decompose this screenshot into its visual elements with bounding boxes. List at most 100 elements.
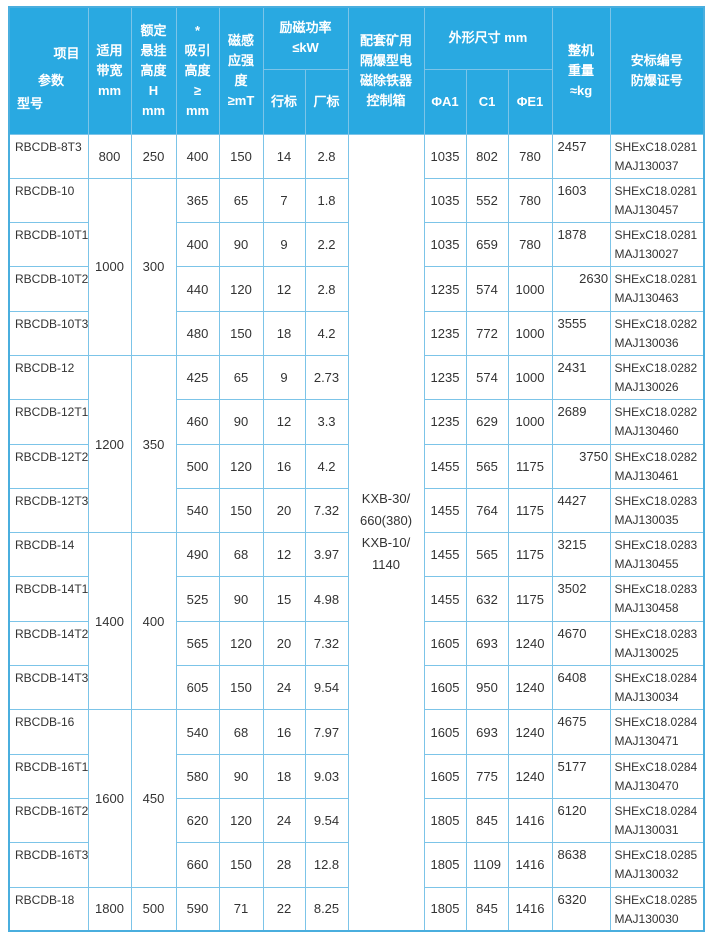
cell-power-factory: 4.98 [304, 576, 349, 622]
cell-dim-c1: 950 [465, 665, 509, 711]
cell-cert: SHExC18.0284 MAJ130470 [609, 753, 705, 799]
cell-model: RBCDB-14T3 [8, 665, 89, 711]
cell-dim-c1: 693 [465, 620, 509, 667]
cell-cert: SHExC18.0283 MAJ130035 [609, 487, 705, 534]
cell-magnetic-induction: 150 [218, 133, 264, 179]
spec-table-wrapper: 项目 参数 型号 适用 带宽 mm 额定 悬挂 高度 H mm * 吸引 高度 … [8, 6, 706, 933]
cell-bandwidth: 1800 [87, 886, 132, 932]
cell-cert: SHExC18.0284 MAJ130031 [609, 797, 705, 844]
cell-weight: 3215 [551, 532, 611, 578]
cell-cert: SHExC18.0283 MAJ130025 [609, 620, 705, 667]
header-weight: 整机 重量 ≈kg [551, 6, 611, 135]
cell-attract-height: 365 [175, 177, 220, 224]
cell-weight: 3502 [551, 576, 611, 622]
cell-magnetic-induction: 90 [218, 222, 264, 268]
header-power-group: 励磁功率 ≤kW [262, 6, 349, 70]
cell-weight: 2630 [551, 266, 611, 312]
cell-magnetic-induction: 65 [218, 354, 264, 401]
header-row-1: 项目 参数 型号 适用 带宽 mm 额定 悬挂 高度 H mm * 吸引 高度 … [8, 6, 705, 135]
cell-weight: 4670 [551, 620, 611, 667]
cell-power-factory: 9.54 [304, 665, 349, 711]
table-row: RBCDB-16T1 580 90 18 9.03 1605 775 1240 5177 SHEx… [8, 753, 705, 799]
cell-cert: SHExC18.0285 MAJ130030 [609, 886, 705, 932]
cell-attract-height: 580 [175, 753, 220, 799]
cell-power-industry: 20 [262, 487, 306, 534]
table-row: RBCDB-12T2 500 120 16 4.2 1455 565 1175 3750 SHE… [8, 443, 705, 489]
cell-dim-a1: 1805 [423, 886, 467, 932]
header-cert: 安标编号 防爆证号 [609, 6, 705, 135]
header-magnetic-induction: 磁感 应强 度 ≥mT [218, 6, 264, 135]
cell-rated-height: 250 [130, 133, 177, 179]
cell-weight: 1603 [551, 177, 611, 224]
cell-dim-c1: 659 [465, 222, 509, 268]
table-row: RBCDB-18 1800 500 590 71 22 8.25 1805 845 1416 632… [8, 886, 705, 932]
cell-power-industry: 15 [262, 576, 306, 622]
cell-dim-c1: 802 [465, 133, 509, 179]
cell-dim-a1: 1235 [423, 399, 467, 445]
header-dim-a1: ΦA1 [423, 68, 467, 135]
cell-dim-c1: 574 [465, 354, 509, 401]
cell-model: RBCDB-8T3 [8, 133, 89, 179]
cell-bandwidth: 1400 [87, 532, 132, 711]
cell-power-factory: 7.32 [304, 620, 349, 667]
cell-dim-e1: 1175 [507, 576, 553, 622]
cell-rated-height: 450 [130, 709, 177, 888]
cell-dim-a1: 1035 [423, 133, 467, 179]
cell-dim-c1: 1109 [465, 842, 509, 888]
cell-attract-height: 425 [175, 354, 220, 401]
header-power-factory: 厂标 [304, 68, 349, 135]
table-row: RBCDB-16T2 620 120 24 9.54 1805 845 1416 6120 SHE… [8, 797, 705, 844]
table-row: RBCDB-12T3 540 150 20 7.32 1455 764 1175 4427 SHE… [8, 487, 705, 534]
cell-rated-height: 300 [130, 177, 177, 356]
cell-dim-c1: 565 [465, 532, 509, 578]
cell-magnetic-induction: 150 [218, 842, 264, 888]
cell-attract-height: 660 [175, 842, 220, 888]
cell-power-factory: 4.2 [304, 310, 349, 356]
table-row: RBCDB-12 1200 350 425 65 9 2.73 1235 574 1000 2431… [8, 354, 705, 534]
cell-bandwidth: 1000 [87, 177, 132, 356]
cell-power-industry: 18 [262, 310, 306, 356]
cell-power-industry: 16 [262, 443, 306, 489]
cell-power-industry: 22 [262, 886, 306, 932]
spec-table: 项目 参数 型号 适用 带宽 mm 额定 悬挂 高度 H mm * 吸引 高度 … [8, 6, 706, 933]
cell-weight: 3750 [551, 443, 611, 489]
header-corner-item: 项目 [53, 46, 80, 61]
cell-power-factory: 9.03 [304, 753, 349, 799]
cell-power-factory: 7.97 [304, 709, 349, 755]
cell-cert: SHExC18.0283 MAJ130458 [609, 576, 705, 622]
cell-cert: SHExC18.0282 MAJ130461 [609, 443, 705, 489]
cell-model: RBCDB-14T1 [8, 576, 89, 622]
cell-power-factory: 12.8 [304, 842, 349, 888]
cell-cert: SHExC18.0281 MAJ130463 [609, 266, 705, 312]
header-attract-height: * 吸引 高度 ≥ mm [175, 6, 220, 135]
cell-magnetic-induction: 120 [218, 797, 264, 844]
cell-model: RBCDB-14 [8, 532, 89, 578]
cell-weight: 8638 [551, 842, 611, 888]
cell-magnetic-induction: 150 [218, 310, 264, 356]
cell-bandwidth: 1600 [87, 709, 132, 888]
cell-dim-a1: 1455 [423, 487, 467, 534]
cell-dim-c1: 845 [465, 886, 509, 932]
cell-attract-height: 400 [175, 222, 220, 268]
cell-rated-height: 400 [130, 532, 177, 711]
cell-weight: 2689 [551, 399, 611, 445]
cell-magnetic-induction: 120 [218, 443, 264, 489]
cell-weight: 3555 [551, 310, 611, 356]
cell-weight: 1878 [551, 222, 611, 268]
cell-model: RBCDB-10 [8, 177, 89, 224]
cell-cert: SHExC18.0282 MAJ130026 [609, 354, 705, 401]
cell-dim-a1: 1605 [423, 665, 467, 711]
cell-cert: SHExC18.0283 MAJ130455 [609, 532, 705, 578]
cell-attract-height: 565 [175, 620, 220, 667]
cell-dim-a1: 1455 [423, 443, 467, 489]
cell-attract-height: 540 [175, 487, 220, 534]
cell-magnetic-induction: 68 [218, 709, 264, 755]
header-control-box: 配套矿用 隔爆型电 磁除铁器 控制箱 [347, 6, 425, 135]
cell-dim-e1: 1416 [507, 886, 553, 932]
cell-dim-c1: 552 [465, 177, 509, 224]
cell-weight: 4427 [551, 487, 611, 534]
table-row: RBCDB-10T3 480 150 18 4.2 1235 772 1000 3555 SHEx… [8, 310, 705, 356]
cell-weight: 5177 [551, 753, 611, 799]
cell-attract-height: 490 [175, 532, 220, 578]
cell-model: RBCDB-10T1 [8, 222, 89, 268]
